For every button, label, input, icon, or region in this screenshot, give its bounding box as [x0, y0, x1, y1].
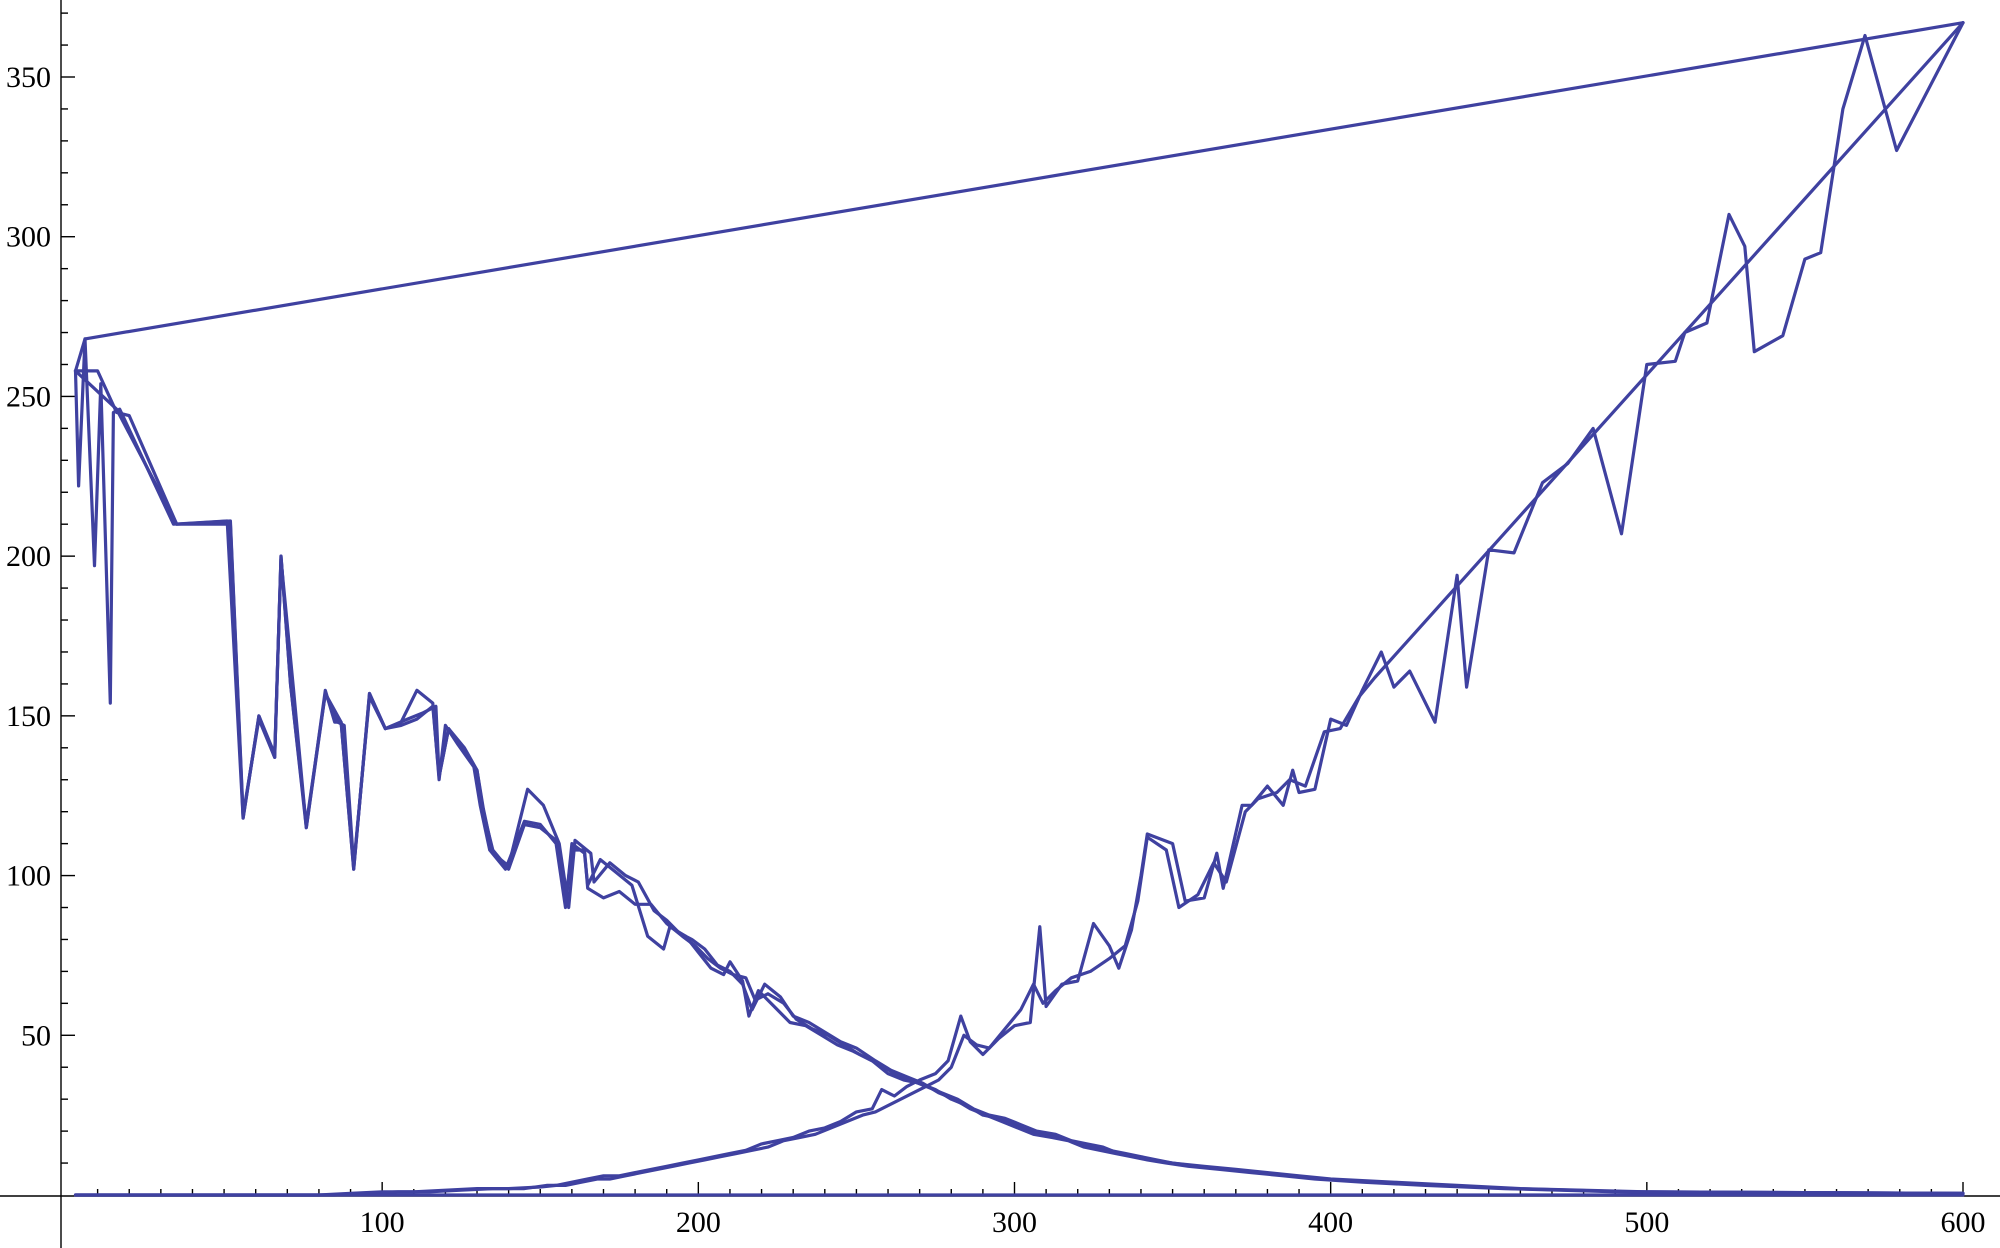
x-tick-label: 500 — [1624, 1206, 1669, 1239]
y-tick-label: 300 — [6, 221, 51, 254]
series-line-2 — [73, 369, 1965, 1196]
series-line-5 — [73, 21, 1965, 1197]
series-line-3 — [73, 369, 1965, 1196]
y-tick-label: 50 — [21, 1019, 51, 1052]
x-tick-label: 600 — [1941, 1206, 1986, 1239]
x-tick-label: 100 — [360, 1206, 405, 1239]
series-line-1 — [73, 337, 1965, 1196]
series-line-7 — [73, 21, 1965, 373]
x-tick-label: 400 — [1308, 1206, 1353, 1239]
y-tick-label: 150 — [6, 700, 51, 733]
y-tick-label: 200 — [6, 540, 51, 573]
y-tick-label: 350 — [6, 61, 51, 94]
x-tick-label: 300 — [992, 1206, 1037, 1239]
y-tick-label: 250 — [6, 380, 51, 413]
series-group — [73, 21, 1965, 1197]
x-tick-label: 200 — [676, 1206, 721, 1239]
series-line-4 — [73, 21, 1965, 1197]
y-tick-label: 100 — [6, 860, 51, 893]
